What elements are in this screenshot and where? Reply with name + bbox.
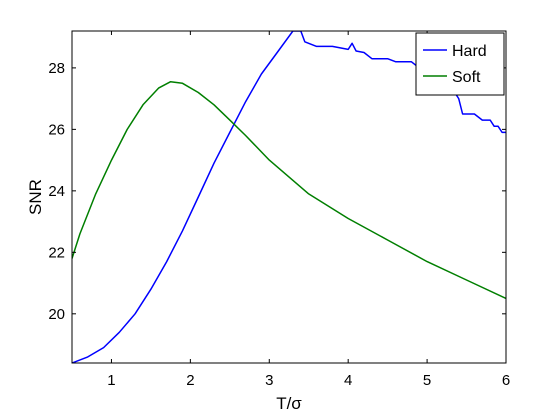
plot-frame: [71, 30, 507, 364]
series-line-hard: [72, 31, 506, 363]
y-tick-label: 22: [48, 244, 65, 261]
series-line-soft: [72, 80, 506, 300]
x-tick-label: 2: [186, 372, 194, 389]
y-tick-label: 24: [48, 183, 65, 200]
y-tick-label: 28: [48, 60, 65, 77]
y-axis-label: SNR: [26, 179, 45, 215]
plot-area: [72, 31, 506, 363]
y-tick-label: 26: [48, 121, 65, 138]
x-axis-label: T/σ: [276, 394, 302, 413]
y-tick-label: 20: [48, 306, 65, 323]
legend-box: [415, 32, 505, 96]
x-tick-label: 4: [344, 372, 352, 389]
x-tick-label: 3: [265, 372, 273, 389]
legend-label-hard: Hard: [452, 43, 487, 60]
x-tick-label: 6: [502, 372, 510, 389]
x-tick-label: 5: [423, 372, 431, 389]
axis-ticks: [72, 31, 507, 363]
legend: Hard Soft: [415, 32, 505, 96]
tick-labels: 1 2 3 4 5 6 20 22 24 26 28: [48, 60, 510, 389]
x-tick-label: 1: [107, 372, 115, 389]
legend-label-soft: Soft: [452, 69, 481, 86]
